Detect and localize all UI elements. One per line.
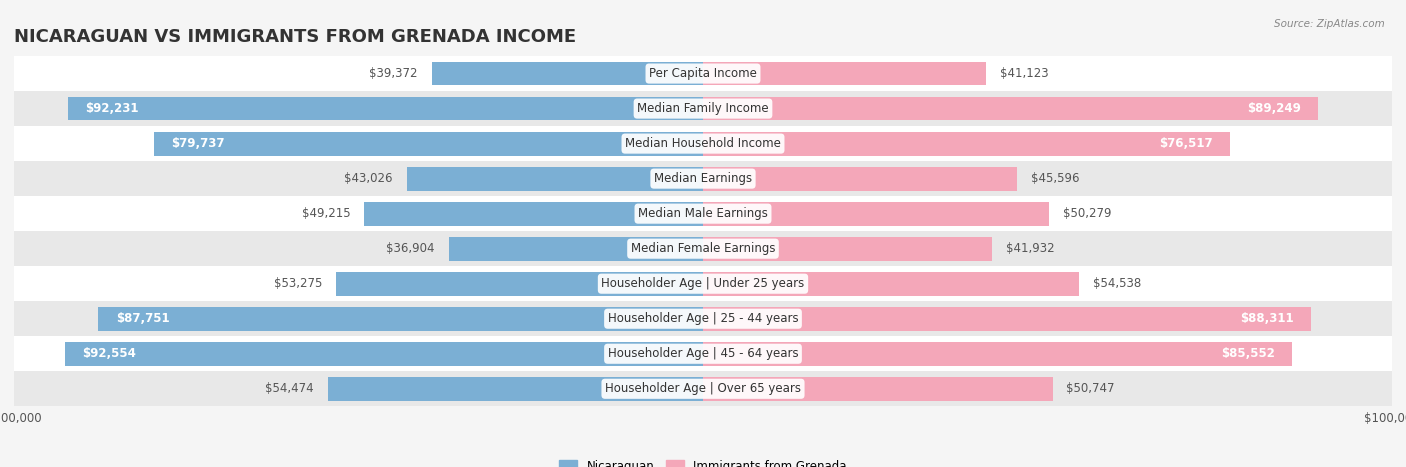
Text: NICARAGUAN VS IMMIGRANTS FROM GRENADA INCOME: NICARAGUAN VS IMMIGRANTS FROM GRENADA IN… — [14, 28, 576, 46]
Bar — [67, 97, 703, 120]
Text: Householder Age | Over 65 years: Householder Age | Over 65 years — [605, 382, 801, 395]
Bar — [703, 237, 991, 261]
Bar — [449, 237, 703, 261]
Text: $39,372: $39,372 — [370, 67, 418, 80]
Text: $54,474: $54,474 — [266, 382, 314, 395]
Text: $41,932: $41,932 — [1005, 242, 1054, 255]
Text: Median Male Earnings: Median Male Earnings — [638, 207, 768, 220]
Bar — [14, 301, 1392, 336]
Text: $76,517: $76,517 — [1160, 137, 1213, 150]
Bar — [14, 161, 1392, 196]
Text: Median Household Income: Median Household Income — [626, 137, 780, 150]
Bar — [432, 62, 703, 85]
Bar — [14, 336, 1392, 371]
Text: $92,554: $92,554 — [83, 347, 136, 360]
Text: $85,552: $85,552 — [1222, 347, 1275, 360]
Bar — [703, 167, 1017, 191]
Text: Per Capita Income: Per Capita Income — [650, 67, 756, 80]
Text: $53,275: $53,275 — [274, 277, 322, 290]
Text: Householder Age | 45 - 64 years: Householder Age | 45 - 64 years — [607, 347, 799, 360]
Bar — [328, 377, 703, 401]
Text: $87,751: $87,751 — [115, 312, 169, 325]
Text: $79,737: $79,737 — [172, 137, 225, 150]
Bar — [703, 97, 1317, 120]
Text: $50,747: $50,747 — [1066, 382, 1115, 395]
Text: $49,215: $49,215 — [301, 207, 350, 220]
Bar — [65, 342, 703, 366]
Bar — [703, 377, 1053, 401]
Bar — [153, 132, 703, 156]
Bar — [703, 342, 1292, 366]
Bar — [364, 202, 703, 226]
Bar — [703, 132, 1230, 156]
Text: Median Female Earnings: Median Female Earnings — [631, 242, 775, 255]
Bar — [703, 202, 1049, 226]
Text: $45,596: $45,596 — [1031, 172, 1080, 185]
Text: Median Earnings: Median Earnings — [654, 172, 752, 185]
Bar — [14, 371, 1392, 406]
Bar — [14, 231, 1392, 266]
Bar — [14, 266, 1392, 301]
Bar — [336, 272, 703, 296]
Text: $88,311: $88,311 — [1240, 312, 1294, 325]
Legend: Nicaraguan, Immigrants from Grenada: Nicaraguan, Immigrants from Grenada — [554, 455, 852, 467]
Text: $36,904: $36,904 — [387, 242, 434, 255]
Bar — [703, 272, 1078, 296]
Text: $41,123: $41,123 — [1000, 67, 1049, 80]
Text: Median Family Income: Median Family Income — [637, 102, 769, 115]
Bar — [703, 62, 987, 85]
Bar — [14, 196, 1392, 231]
Bar — [14, 91, 1392, 126]
Text: $50,279: $50,279 — [1063, 207, 1112, 220]
Text: $43,026: $43,026 — [344, 172, 392, 185]
Bar — [98, 307, 703, 331]
Bar — [406, 167, 703, 191]
Text: $54,538: $54,538 — [1092, 277, 1140, 290]
Text: $92,231: $92,231 — [84, 102, 138, 115]
Text: $89,249: $89,249 — [1247, 102, 1301, 115]
Bar — [703, 307, 1312, 331]
Bar — [14, 56, 1392, 91]
Text: Householder Age | Under 25 years: Householder Age | Under 25 years — [602, 277, 804, 290]
Text: Source: ZipAtlas.com: Source: ZipAtlas.com — [1274, 19, 1385, 28]
Text: Householder Age | 25 - 44 years: Householder Age | 25 - 44 years — [607, 312, 799, 325]
Bar — [14, 126, 1392, 161]
